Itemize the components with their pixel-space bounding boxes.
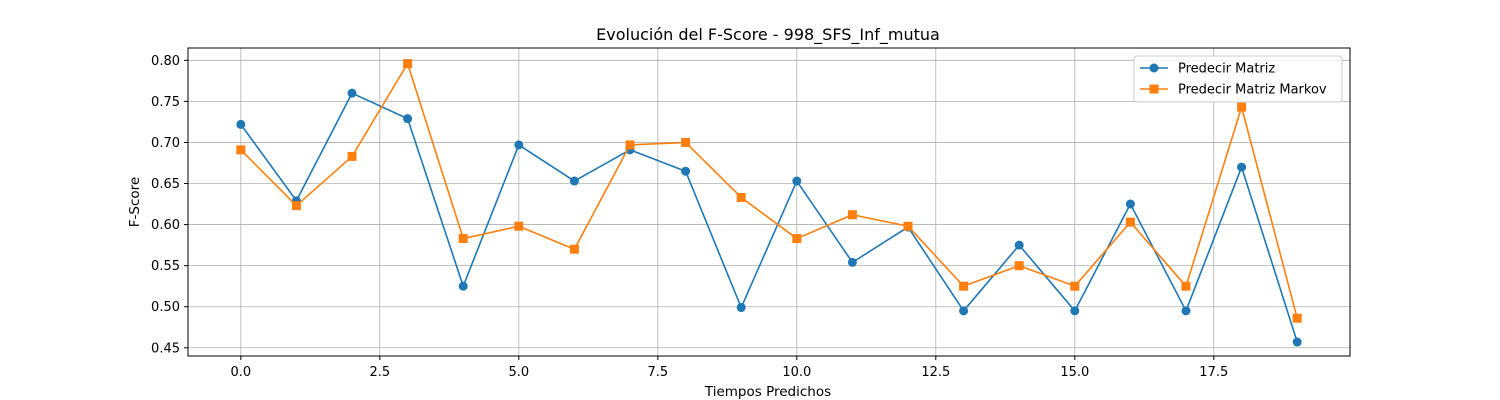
data-point: [347, 88, 357, 98]
x-tick-label: 10.0: [782, 365, 811, 380]
data-point: [347, 151, 357, 161]
data-point: [736, 192, 746, 202]
data-point: [236, 119, 246, 129]
chart-title: Evolución del F-Score - 998_SFS_Inf_mutu…: [596, 25, 940, 45]
data-point: [1070, 281, 1080, 291]
legend-marker: [1149, 84, 1159, 94]
data-point: [458, 234, 468, 244]
data-point: [291, 201, 301, 211]
x-tick-label: 12.5: [921, 365, 950, 380]
y-tick-label: 0.60: [151, 218, 180, 233]
data-point: [1292, 313, 1302, 323]
data-point: [1070, 306, 1080, 316]
data-point: [625, 140, 635, 150]
data-point: [847, 210, 857, 220]
data-point: [792, 176, 802, 186]
data-point: [1292, 337, 1302, 347]
data-point: [959, 281, 969, 291]
y-tick-label: 0.65: [151, 177, 180, 192]
series-layer: [236, 59, 1302, 347]
data-point: [1125, 199, 1135, 209]
x-tick-label: 0.0: [230, 365, 251, 380]
x-tick-label: 7.5: [647, 365, 668, 380]
y-tick-label: 0.80: [151, 54, 180, 69]
y-tick-label: 0.50: [151, 300, 180, 315]
x-tick-label: 2.5: [369, 365, 390, 380]
legend: Predecir Matriz Predecir Matriz Markov: [1133, 55, 1343, 103]
legend-label: Predecir Matriz: [1178, 62, 1275, 77]
legend-marker: [1149, 63, 1159, 73]
data-point: [458, 281, 468, 291]
data-point: [403, 59, 413, 69]
data-point: [514, 221, 524, 231]
series-line: [240, 62, 1298, 319]
data-point: [681, 166, 691, 176]
x-tick-label: 15.0: [1060, 365, 1089, 380]
x-tick-label: 17.5: [1199, 365, 1228, 380]
data-point: [847, 257, 857, 267]
data-point: [569, 244, 579, 254]
data-point: [514, 140, 524, 150]
data-point: [903, 221, 913, 231]
y-tick-label: 0.75: [151, 95, 180, 110]
plot-frame: [187, 47, 1351, 357]
data-point: [1237, 162, 1247, 172]
data-point: [1237, 102, 1247, 112]
data-point: [959, 306, 969, 316]
data-point: [681, 137, 691, 147]
y-axis: 0.45 0.50 0.55 0.60 0.65 0.70 0.75 0.80: [151, 54, 188, 356]
data-point: [1014, 240, 1024, 250]
y-tick-label: 0.70: [151, 136, 180, 151]
data-point: [1014, 261, 1024, 271]
x-axis: 0.0 2.5 5.0 7.5 10.0 12.5 15.0 17.5: [230, 356, 1228, 380]
data-point: [403, 114, 413, 124]
data-point: [1181, 281, 1191, 291]
grid: [188, 48, 1350, 356]
series-2: [236, 59, 1302, 323]
data-point: [569, 176, 579, 186]
series-line: [240, 92, 1298, 343]
x-axis-title: Tiempos Predichos: [704, 384, 831, 400]
y-tick-label: 0.55: [151, 259, 180, 274]
data-point: [736, 303, 746, 313]
data-point: [1181, 306, 1191, 316]
legend-item: Predecir Matriz Markov: [1140, 83, 1327, 98]
y-tick-label: 0.45: [151, 341, 180, 356]
legend-item: Predecir Matriz: [1140, 62, 1275, 77]
data-point: [1125, 217, 1135, 227]
legend-box: [1133, 55, 1343, 103]
data-point: [792, 234, 802, 244]
y-axis-title: F-Score: [127, 177, 143, 227]
x-tick-label: 5.0: [508, 365, 529, 380]
legend-label: Predecir Matriz Markov: [1178, 83, 1327, 98]
data-point: [236, 145, 246, 155]
